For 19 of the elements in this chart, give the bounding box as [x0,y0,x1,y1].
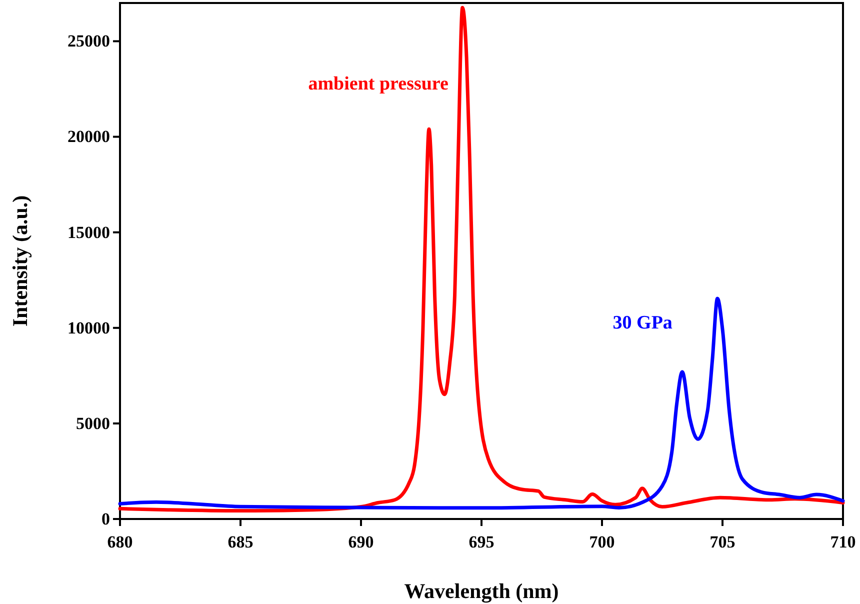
series-label: ambient pressure [308,74,448,95]
y-axis-title: Intensity (a.u.) [8,195,32,327]
x-tick-label: 690 [348,532,374,552]
y-tick-label: 20000 [68,127,110,146]
line-series [118,6,845,513]
x-tick-label: 680 [107,532,133,552]
x-axis-title: Wavelength (nm) [404,579,559,603]
x-tick-label: 700 [589,532,615,552]
x-tick-label: 705 [710,532,736,552]
y-tick-label: 0 [102,509,110,528]
y-tick-label: 25000 [68,32,110,51]
text: 30 GPa [612,312,673,334]
y-tick-label: 10000 [68,318,110,338]
line-series [118,296,845,510]
x-tick-label: 695 [468,532,494,552]
y-tick-label: 15000 [68,222,110,242]
x-tick-label: 710 [830,532,856,552]
y-tick-label: 5000 [76,414,110,433]
x-tick-label: 685 [228,532,254,552]
